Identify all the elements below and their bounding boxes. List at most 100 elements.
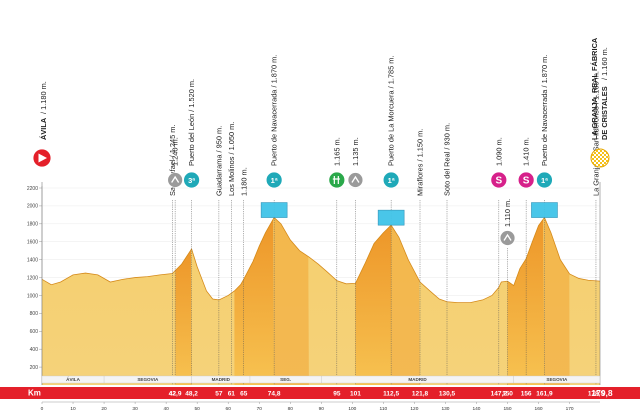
km-passage-value: 121,8 <box>412 390 429 397</box>
passage-name: 1.240 m. <box>171 137 180 166</box>
start-name: ÁVILA <box>39 117 48 140</box>
passage-icons: 3ª 1ª 1ª S S 1ª <box>32 148 610 246</box>
start-arrow-icon <box>38 153 47 163</box>
passage-name: Puerto de Navacerrada / 1.870 m. <box>540 55 549 166</box>
km-tick-label: 70 <box>257 406 263 412</box>
mountain-category-icon <box>183 171 200 189</box>
descent-shade-1 <box>274 217 309 385</box>
region-label: ÁVILA <box>66 376 80 382</box>
y-tick-label: 1800 <box>27 222 38 228</box>
km-tick-label: 140 <box>472 406 480 412</box>
km-tick-label: 50 <box>195 406 201 412</box>
finish-flag-icon <box>590 148 610 168</box>
km-passage-value: 61 <box>228 390 236 397</box>
sprint-icon <box>167 172 184 188</box>
passage-name: Puerto de La Morcuera / 1.785 m. <box>387 55 396 166</box>
mountain-category-icon <box>536 171 553 189</box>
special-sprint-letter: S <box>523 176 530 187</box>
mountain-category-label: 1ª <box>541 176 548 185</box>
km-tick-label: 170 <box>566 406 574 412</box>
region-label: SEGOVIA <box>137 377 159 382</box>
climb-shade-2 <box>234 219 275 385</box>
km-passage-value: 112,5 <box>383 390 399 397</box>
y-tick-label: 1200 <box>27 275 38 281</box>
y-tick-label: 1400 <box>27 257 38 263</box>
mountain-category-label: 1ª <box>271 176 278 185</box>
passage-name: Guadarrama / 950 m. <box>214 126 223 196</box>
y-tick-label: 800 <box>30 311 39 317</box>
special-sprint-letter: S <box>495 176 502 187</box>
km-passage-value: 130,5 <box>439 390 456 397</box>
km-tick-label: 160 <box>535 406 543 412</box>
y-tick-label: 2200 <box>27 186 38 192</box>
descent-shade-3 <box>544 217 570 385</box>
km-passage-value: 156 <box>521 390 532 397</box>
km-tick-label: 10 <box>70 406 76 412</box>
km-finish-value: 179,8 <box>591 388 613 398</box>
km-passage-value: 147,2 <box>491 390 508 397</box>
km-passage-value: 74,8 <box>268 390 281 397</box>
mountain-category-icon <box>382 171 400 189</box>
passage-name: 1.135 m. <box>351 137 360 166</box>
km-tick-label: 100 <box>348 406 356 412</box>
profile-layer <box>41 216 601 385</box>
passage-name: San Rafael / 1.245 m. <box>168 125 177 197</box>
special-sprint-icon <box>517 171 535 189</box>
y-tick-label: 2000 <box>27 204 38 210</box>
km-tick-label: 150 <box>504 406 512 412</box>
y-tick-label: 600 <box>30 329 39 335</box>
km-tick-label: 120 <box>410 406 418 412</box>
y-tick-label: 400 <box>30 347 39 353</box>
sprint-icon <box>499 230 516 246</box>
mountain-category-icon <box>265 171 283 189</box>
km-passage-value: 48,2 <box>185 390 198 397</box>
region-label: SEG. <box>280 377 291 382</box>
y-tick-label: 200 <box>30 365 39 371</box>
region-label: MADRID <box>408 377 427 382</box>
summit-box <box>531 202 558 218</box>
summit-box <box>260 202 288 218</box>
km-passage-value: 42 <box>169 390 177 397</box>
km-passage-value: 161,9 <box>536 390 553 397</box>
special-sprint-icon <box>490 171 508 189</box>
passage-name: 1.165 m. <box>332 137 341 166</box>
start-altitude: / 1.180 m. <box>39 81 48 114</box>
passage-guide-lines <box>41 182 601 385</box>
summit-markers <box>260 202 558 226</box>
sprint-glyph <box>351 175 360 183</box>
feed-zone-icon <box>328 171 346 189</box>
km-tick-label: 40 <box>163 406 169 412</box>
region-label: MADRID <box>212 377 231 382</box>
finish-name-line1: LA GRANJA. REAL FÁBRICA <box>590 37 599 140</box>
finish-altitude: / 1.160 m. <box>600 47 609 80</box>
region-strip: ÁVILA SEGOVIA MADRID SEG. MADRID SEGOVIA <box>41 375 601 384</box>
passage-name: La Granja de San Ildefonso / 1.165 m. <box>592 71 601 196</box>
km-passage-value: 95 <box>333 390 341 397</box>
km-passage-value: 101 <box>350 390 361 397</box>
passage-name: 1.180 m. <box>239 167 248 196</box>
passage-name: Puerto de Navacerrada / 1.870 m. <box>270 55 279 166</box>
sprint-glyph <box>503 233 512 241</box>
mountain-category-label: 3ª <box>188 176 195 185</box>
region-strip-bg <box>41 375 601 384</box>
km-tick-label: 0 <box>41 406 44 412</box>
km-tick-label: 30 <box>132 406 138 412</box>
km-passage-value: 42,9 <box>169 390 182 397</box>
passage-name: 1.110 m. <box>503 199 512 227</box>
sprint-icon <box>347 172 364 188</box>
climb-shade-3 <box>355 225 392 385</box>
passage-name: Miraflores / 1.150 m. <box>416 129 425 196</box>
km-tick-label: 60 <box>226 406 232 412</box>
km-passage-value: 150 <box>502 390 513 397</box>
climb-shade-1 <box>175 249 192 385</box>
km-passage-value: 57 <box>215 390 223 397</box>
feed-zone-glyph <box>332 176 340 184</box>
finish-name-line2: DE CRISTALES <box>600 86 609 140</box>
km-tick-label: 90 <box>319 406 325 412</box>
region-label: SEGOVIA <box>546 377 568 382</box>
sprint-glyph <box>171 175 180 183</box>
km-axis-label: Km <box>28 389 41 398</box>
mountain-category-label: 1ª <box>388 176 395 185</box>
